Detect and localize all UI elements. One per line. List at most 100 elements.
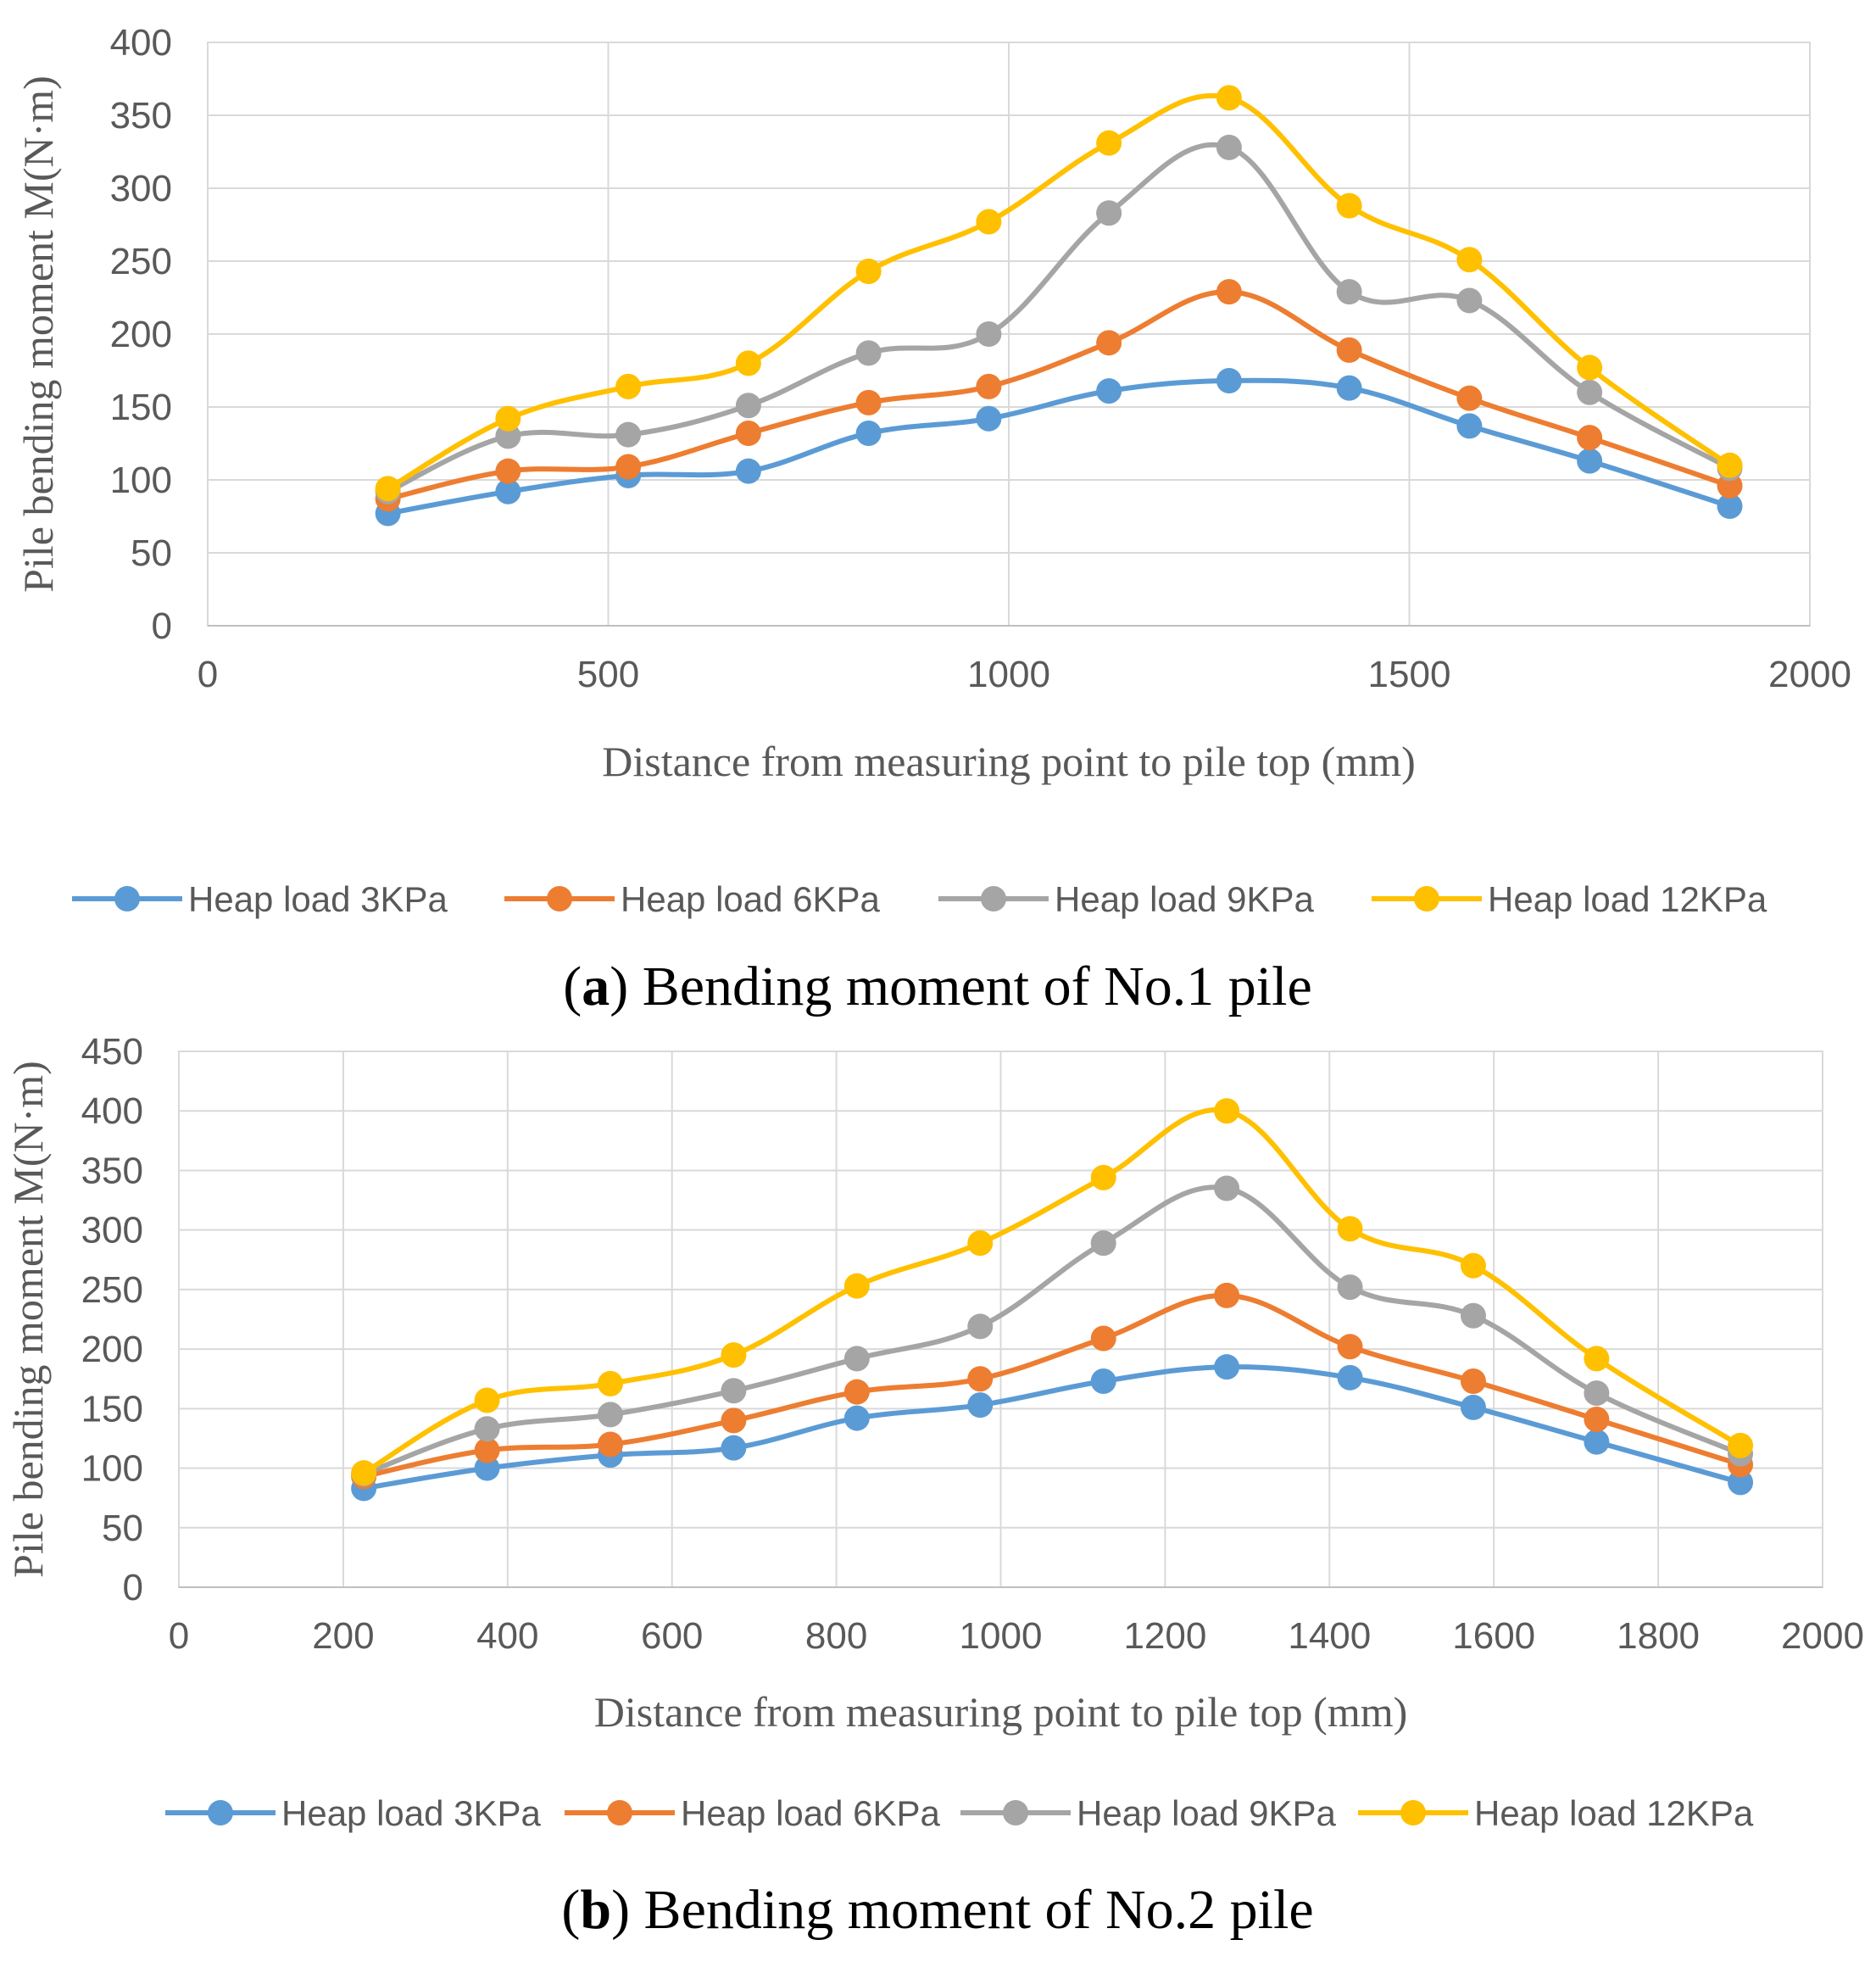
figure-caption: (b) Bending moment of No.2 pile (561, 1879, 1313, 1941)
x-tick-label: 1800 (1617, 1615, 1700, 1657)
y-tick-label: 50 (131, 532, 172, 574)
x-tick-label: 2000 (1768, 654, 1851, 695)
data-point (1337, 1364, 1363, 1391)
x-tick-label: 600 (641, 1615, 703, 1657)
data-point (1216, 279, 1242, 305)
data-point (1096, 200, 1122, 226)
data-point (1096, 130, 1122, 156)
data-point (1096, 378, 1122, 404)
y-tick-label: 400 (81, 1090, 143, 1132)
series-line (385, 142, 1733, 494)
legend-swatch-marker (1003, 1800, 1028, 1825)
data-point (1216, 134, 1242, 160)
data-point (1090, 1164, 1116, 1190)
data-point (1214, 1282, 1240, 1308)
x-axis-title: Distance from measuring point to pile to… (594, 1688, 1408, 1736)
y-tick-label: 350 (81, 1150, 143, 1191)
data-point (1717, 472, 1743, 499)
data-point (967, 1313, 994, 1340)
figure-caption: (a) Bending moment of No.1 pile (563, 956, 1312, 1017)
data-point (843, 1273, 870, 1299)
data-point (735, 458, 761, 484)
x-tick-label: 0 (198, 654, 218, 695)
data-point (1216, 85, 1242, 111)
legend-swatch-marker (547, 886, 572, 911)
data-point (1584, 1346, 1610, 1372)
data-point (615, 421, 642, 448)
data-point (1456, 247, 1483, 273)
y-tick-label: 250 (110, 241, 172, 282)
y-tick-label: 150 (81, 1388, 143, 1430)
data-point (1336, 337, 1362, 363)
data-point (1216, 368, 1242, 394)
data-point (1577, 354, 1603, 381)
legend-label: Heap load 6KPa (621, 879, 881, 919)
data-point (1584, 1380, 1610, 1407)
data-point (615, 454, 642, 480)
data-point (721, 1435, 747, 1461)
data-point (597, 1370, 623, 1396)
data-point (1728, 1432, 1754, 1458)
bending-moment-chart-a: 0 500 1000 1500 2000 0 50 100 150 200 250 300 350 400… (14, 22, 1851, 1017)
data-point (855, 259, 882, 285)
x-tick-label: 1400 (1288, 1615, 1371, 1657)
legend-swatch-marker (1414, 886, 1439, 911)
y-tick-label: 50 (102, 1508, 143, 1549)
data-point (735, 420, 761, 446)
caption-paren-close: ) (610, 956, 642, 1017)
legend-label: Heap load 9KPa (1055, 879, 1315, 919)
data-point (495, 423, 521, 449)
y-tick-label: 200 (81, 1329, 143, 1370)
legend-swatch-marker (1400, 1800, 1426, 1825)
y-tick-label: 300 (81, 1210, 143, 1251)
data-point (976, 321, 1002, 347)
data-point (1728, 1469, 1754, 1496)
caption-paren-open: ( (561, 1879, 580, 1941)
data-point (495, 405, 521, 432)
x-axis-title: Distance from measuring point to pile to… (602, 738, 1416, 785)
data-point (1090, 1230, 1116, 1257)
data-point (967, 1230, 994, 1257)
caption-paren-open: ( (563, 956, 582, 1017)
x-tick-label: 0 (169, 1615, 189, 1657)
series-line (385, 92, 1733, 492)
data-point (1214, 1354, 1240, 1380)
data-point (976, 373, 1002, 399)
y-tick-label: 100 (81, 1448, 143, 1490)
data-point (1214, 1175, 1240, 1201)
data-point (1717, 493, 1743, 519)
chart-panel-b: 0 200 400 600 800 1000 1200 1400 1600 1800 2000 0 50… (0, 1026, 1876, 1958)
data-point (615, 373, 642, 399)
data-point (1337, 1274, 1363, 1301)
x-tick-label: 1600 (1452, 1615, 1535, 1657)
x-tick-label: 1000 (960, 1615, 1043, 1657)
data-point (1337, 1334, 1363, 1360)
caption-text: Bending moment of No.2 pile (644, 1879, 1314, 1941)
y-axis-title: Pile bending moment M(N·m) (4, 1061, 52, 1578)
legend-label: Heap load 12KPa (1474, 1793, 1754, 1833)
legend-label: Heap load 12KPa (1488, 879, 1767, 919)
legend-swatch-marker (607, 1800, 632, 1825)
data-point (597, 1402, 623, 1428)
y-tick-label: 0 (123, 1567, 143, 1608)
data-point (1584, 1406, 1610, 1432)
data-point (855, 420, 882, 446)
y-tick-label: 150 (110, 387, 172, 428)
data-point (375, 476, 401, 502)
data-point (976, 405, 1002, 432)
data-point (721, 1342, 747, 1368)
x-tick-label: 800 (805, 1615, 867, 1657)
data-point (1336, 192, 1362, 219)
data-point (1456, 287, 1483, 314)
data-point (1336, 279, 1362, 305)
legend-label: Heap load 3KPa (281, 1793, 542, 1833)
legend-swatch-marker (208, 1800, 233, 1825)
data-point (495, 458, 521, 484)
y-tick-label: 450 (81, 1031, 143, 1073)
data-point (967, 1366, 994, 1392)
data-point (1337, 1216, 1363, 1242)
data-point (735, 350, 761, 376)
data-point (1577, 425, 1603, 451)
data-point (855, 389, 882, 415)
data-point (474, 1437, 500, 1463)
